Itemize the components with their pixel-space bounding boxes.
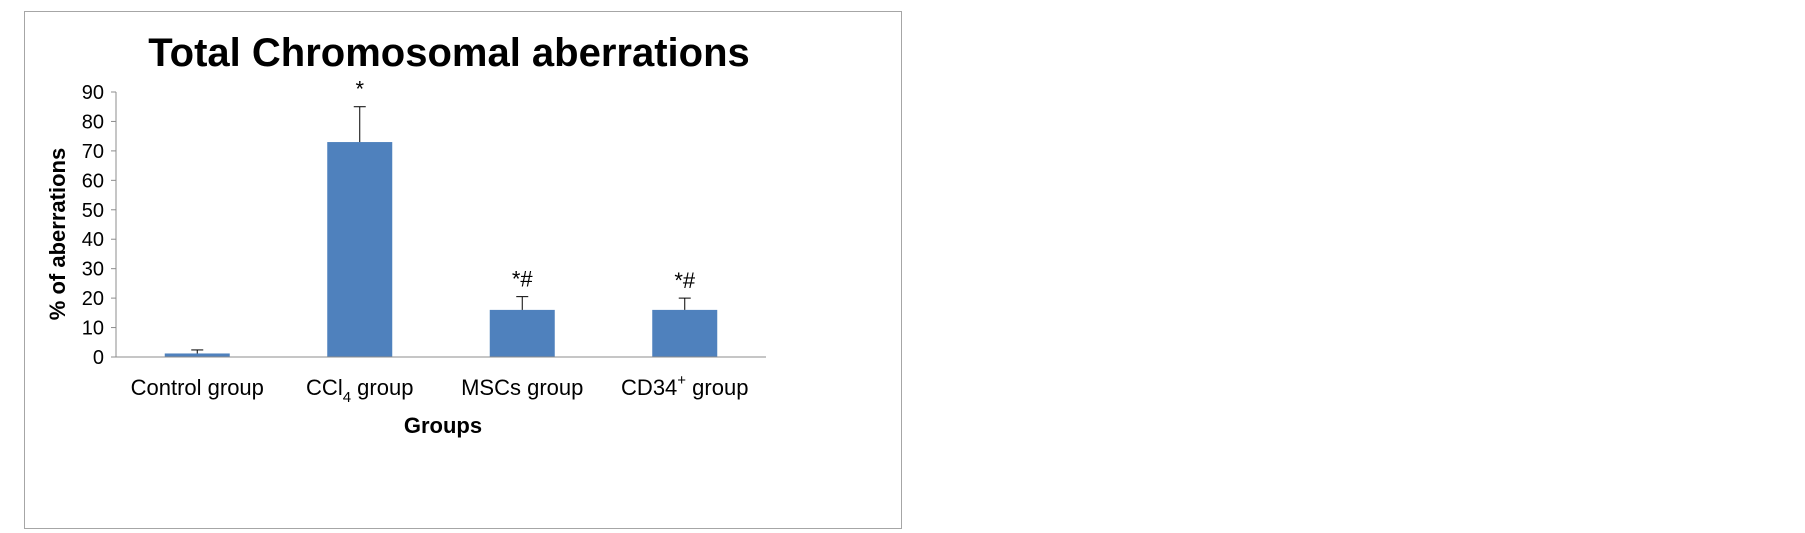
x-category-label: MSCs group [461, 375, 583, 400]
x-axis-title: Groups [404, 413, 482, 438]
y-axis-title: % of aberrations [45, 148, 70, 320]
bar-chart: Total Chromosomal aberrations 0 10 20 30 40 5… [45, 31, 766, 438]
chart-title: Total Chromosomal aberrations [148, 31, 750, 75]
x-category-label: CCl4 group [306, 375, 413, 406]
category-subscript: 4 [343, 389, 351, 406]
category-superscript: + [677, 372, 686, 389]
bar [164, 353, 230, 357]
y-tick-label: 70 [82, 141, 104, 163]
y-tick-label: 50 [82, 200, 104, 222]
x-category-label: Control group [131, 375, 264, 400]
y-tick-label: 30 [82, 259, 104, 281]
category-text: Control group [131, 375, 264, 400]
bar [489, 309, 555, 357]
significance-marker: *# [674, 268, 696, 293]
category-text: MSCs group [461, 375, 583, 400]
y-tick-label: 10 [82, 318, 104, 340]
significance-marker: *# [512, 267, 534, 292]
category-text-rest: group [686, 375, 748, 400]
bars: * *# *# [164, 77, 718, 357]
y-tick-label: 20 [82, 288, 104, 310]
bar [327, 142, 393, 357]
y-tick-label: 90 [82, 82, 104, 104]
y-tick-label: 80 [82, 111, 104, 133]
x-axis-categories: Control group CCl4 group MSCs group CD34+ g… [131, 372, 749, 406]
y-axis-ticks: 0 10 20 30 40 50 60 70 80 90 [82, 82, 116, 369]
chart-frame: Total Chromosomal aberrations 0 10 20 30 40 5… [24, 11, 902, 529]
category-text-rest: group [351, 375, 413, 400]
y-tick-label: 40 [82, 229, 104, 251]
x-category-label: CD34+ group [621, 372, 748, 400]
category-text: CD34 [621, 375, 677, 400]
category-text: CCl [306, 375, 343, 400]
bar [652, 309, 718, 357]
y-tick-label: 0 [93, 347, 104, 369]
y-tick-label: 60 [82, 170, 104, 192]
significance-marker: * [355, 77, 364, 102]
